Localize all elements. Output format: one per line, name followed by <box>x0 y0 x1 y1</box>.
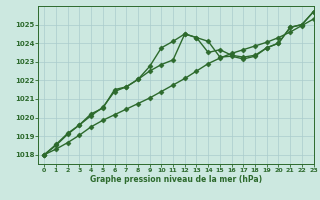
X-axis label: Graphe pression niveau de la mer (hPa): Graphe pression niveau de la mer (hPa) <box>90 175 262 184</box>
